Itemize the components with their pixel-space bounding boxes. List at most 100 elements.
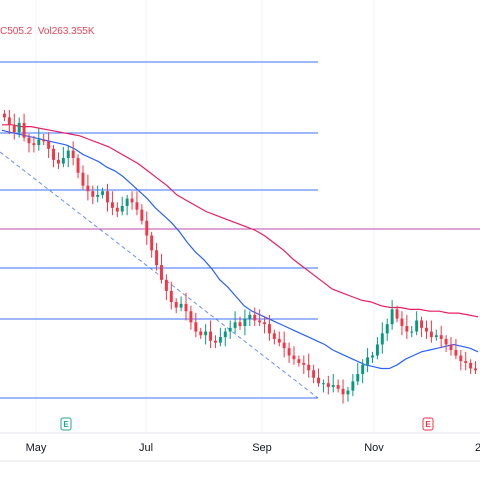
candle[interactable] xyxy=(184,292,188,321)
candle[interactable] xyxy=(356,362,360,386)
candle[interactable] xyxy=(17,117,21,138)
candle[interactable] xyxy=(425,320,428,339)
candle[interactable] xyxy=(12,113,16,140)
candle[interactable] xyxy=(454,338,458,360)
candle[interactable] xyxy=(336,379,340,393)
candle[interactable] xyxy=(22,113,26,142)
candle[interactable] xyxy=(375,337,379,360)
candle[interactable] xyxy=(169,281,173,310)
candle[interactable] xyxy=(420,316,424,338)
candle[interactable] xyxy=(449,337,453,356)
ma-fast-line[interactable] xyxy=(1,129,479,370)
candle[interactable] xyxy=(218,327,222,347)
candle[interactable] xyxy=(174,298,178,314)
candle[interactable] xyxy=(287,342,291,363)
candle[interactable] xyxy=(233,311,237,334)
candle[interactable] xyxy=(400,311,404,336)
candle[interactable] xyxy=(297,355,301,367)
candle[interactable] xyxy=(160,254,163,284)
earnings-badge-nov[interactable]: E xyxy=(422,417,434,431)
candle[interactable] xyxy=(331,374,335,393)
candle[interactable] xyxy=(145,211,149,245)
candle[interactable] xyxy=(135,191,139,216)
candle[interactable] xyxy=(434,329,438,341)
candle[interactable] xyxy=(243,309,247,336)
candle[interactable] xyxy=(91,185,95,205)
candle[interactable] xyxy=(380,322,384,354)
candle[interactable] xyxy=(429,320,433,343)
candle[interactable] xyxy=(346,386,350,402)
candle[interactable] xyxy=(179,296,183,312)
candle[interactable] xyxy=(405,314,409,339)
candle[interactable] xyxy=(120,196,124,216)
candle[interactable] xyxy=(32,135,36,153)
candle[interactable] xyxy=(321,379,325,393)
candle[interactable] xyxy=(307,353,311,378)
candle[interactable] xyxy=(209,320,213,349)
candle[interactable] xyxy=(277,331,281,347)
candle[interactable] xyxy=(199,327,203,339)
candle[interactable] xyxy=(371,351,374,363)
candle[interactable] xyxy=(71,141,75,166)
candle[interactable] xyxy=(263,316,267,334)
candle[interactable] xyxy=(228,320,232,339)
candle[interactable] xyxy=(223,327,227,347)
fib-retracement[interactable] xyxy=(0,61,480,399)
candle[interactable] xyxy=(469,359,473,374)
candle[interactable] xyxy=(204,324,208,345)
candle[interactable] xyxy=(140,204,144,225)
candle[interactable] xyxy=(130,191,134,210)
candle[interactable] xyxy=(267,314,271,341)
candle[interactable] xyxy=(282,331,286,358)
candle[interactable] xyxy=(292,346,296,365)
candle[interactable] xyxy=(56,152,60,170)
candle[interactable] xyxy=(194,313,198,338)
candle[interactable] xyxy=(238,316,242,330)
candle[interactable] xyxy=(37,128,41,151)
candle[interactable] xyxy=(361,359,365,384)
fib-trend-line[interactable] xyxy=(0,151,319,399)
candle[interactable] xyxy=(101,187,105,199)
candle[interactable] xyxy=(390,300,394,330)
candle[interactable] xyxy=(61,146,65,168)
candle[interactable] xyxy=(110,191,114,216)
candle[interactable] xyxy=(248,311,252,326)
candle[interactable] xyxy=(2,110,6,122)
candle[interactable] xyxy=(76,154,80,179)
candle[interactable] xyxy=(106,183,109,212)
candle[interactable] xyxy=(341,379,345,404)
candle[interactable] xyxy=(96,185,100,203)
candle[interactable] xyxy=(326,375,330,395)
candle[interactable] xyxy=(302,355,306,374)
candle[interactable] xyxy=(253,307,257,326)
candle[interactable] xyxy=(150,231,154,258)
candle[interactable] xyxy=(474,361,478,374)
candle[interactable] xyxy=(272,329,276,345)
candle[interactable] xyxy=(213,335,217,349)
candle[interactable] xyxy=(385,318,389,341)
candle[interactable] xyxy=(86,174,90,201)
candle[interactable] xyxy=(155,242,159,271)
candle[interactable] xyxy=(66,145,70,168)
candle[interactable] xyxy=(351,374,355,397)
earnings-badge-may[interactable]: E xyxy=(60,417,72,431)
candle[interactable] xyxy=(439,326,443,349)
x-axis[interactable]: May Jul Sep Nov 2 xyxy=(26,442,480,454)
candle[interactable] xyxy=(464,351,468,371)
candle[interactable] xyxy=(258,309,262,326)
candle[interactable] xyxy=(47,132,51,158)
candle[interactable] xyxy=(52,145,55,168)
candle[interactable] xyxy=(27,134,31,153)
candle[interactable] xyxy=(189,305,193,330)
candle[interactable] xyxy=(366,348,370,373)
candle[interactable] xyxy=(415,311,419,336)
candle[interactable] xyxy=(444,335,448,352)
candle[interactable] xyxy=(312,364,316,384)
candle[interactable] xyxy=(317,368,320,387)
candle[interactable] xyxy=(125,194,129,216)
candle[interactable] xyxy=(164,274,168,301)
candle[interactable] xyxy=(7,110,11,134)
candle[interactable] xyxy=(410,326,414,338)
ma-slow-line[interactable] xyxy=(2,124,479,318)
